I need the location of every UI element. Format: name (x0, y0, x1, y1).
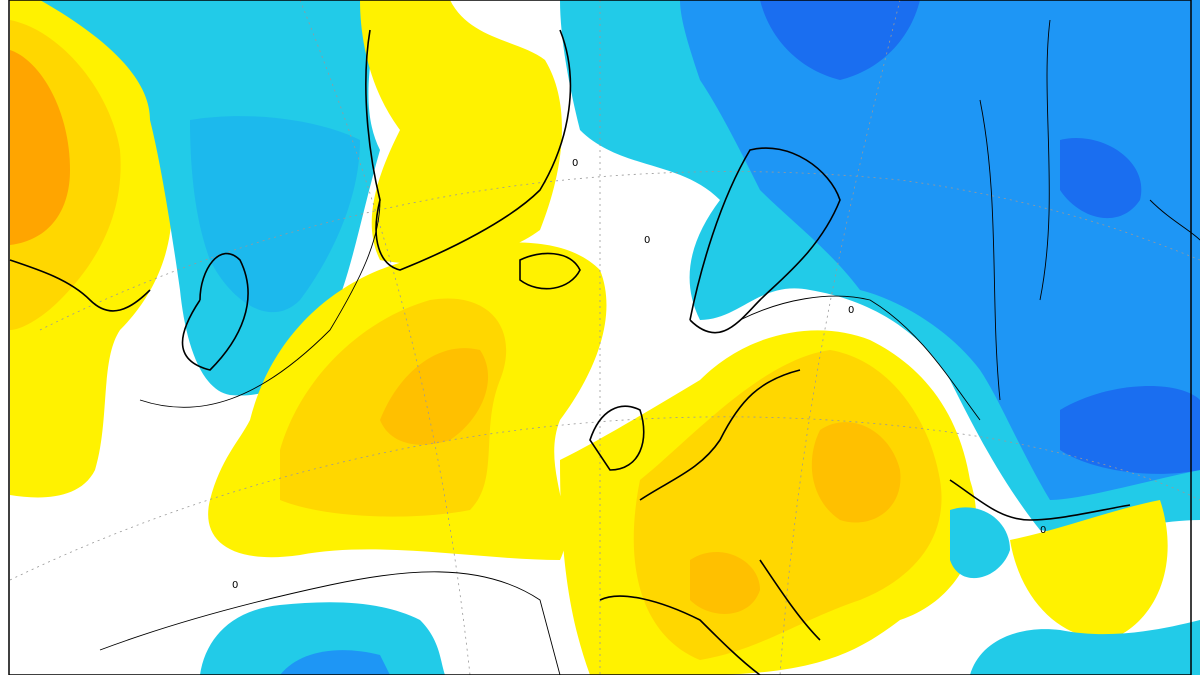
zero-contour (739, 295, 981, 421)
cold-region (1060, 138, 1142, 219)
warm-region (380, 348, 489, 445)
cold-region (190, 116, 360, 313)
coastline (365, 29, 572, 271)
coastline (519, 252, 581, 290)
map-frame (8, 0, 1192, 675)
contour-label: 0 (232, 580, 238, 591)
cold-region (680, 0, 1200, 500)
contour-label: 0 (644, 235, 650, 246)
cold-region (1060, 386, 1200, 474)
coastline (949, 479, 1131, 521)
border (979, 19, 1200, 401)
coastline (599, 369, 821, 675)
warm-region (1010, 500, 1168, 640)
cold-region (200, 602, 445, 675)
coastline (9, 259, 151, 312)
cold-region (280, 650, 390, 675)
graticule (39, 171, 1200, 331)
zero-contour (139, 199, 381, 408)
cold-region (970, 620, 1200, 675)
zero-contour (99, 571, 561, 675)
coastline (181, 252, 249, 371)
warm-region (690, 551, 760, 614)
contour-label: 0 (572, 158, 578, 169)
contour-label: 0 (1040, 525, 1046, 536)
coastline (689, 147, 841, 334)
warm-region (811, 422, 901, 523)
coastline (589, 405, 645, 471)
cold-region (950, 507, 1010, 579)
warm-region (360, 0, 562, 264)
hot-region (10, 50, 70, 245)
cold-region (760, 0, 920, 80)
contour-label: 0 (848, 305, 854, 316)
graticule (299, 0, 471, 675)
